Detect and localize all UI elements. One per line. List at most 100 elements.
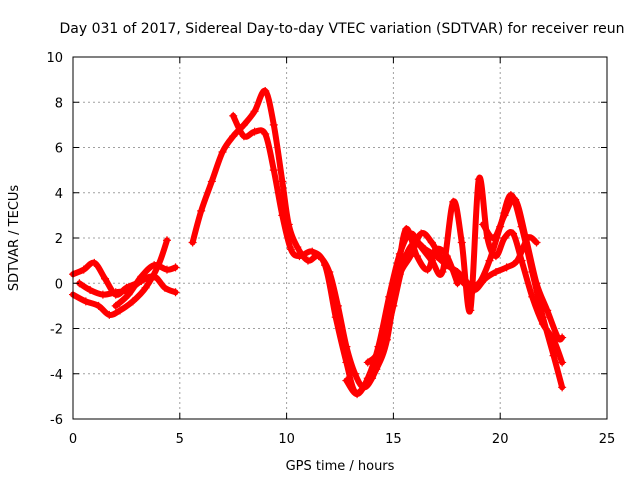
series-satellite-pass-i <box>479 195 567 343</box>
y-tick-label: -6 <box>50 413 63 428</box>
data-point-marker <box>350 369 359 378</box>
data-point-marker <box>239 132 248 141</box>
data-point-marker <box>543 306 552 315</box>
data-point-marker <box>528 292 537 301</box>
data-point-marker <box>250 127 259 136</box>
data-point-marker <box>502 263 511 272</box>
data-point-marker <box>491 252 500 261</box>
data-point-marker <box>261 86 270 95</box>
data-point-marker <box>395 249 404 258</box>
data-point-marker <box>94 301 103 310</box>
y-tick-label: 6 <box>55 142 63 157</box>
data-point-marker <box>402 224 411 233</box>
data-point-marker <box>171 263 180 272</box>
series-trace <box>343 174 566 398</box>
data-point-marker <box>353 390 362 399</box>
data-point-marker <box>218 148 227 157</box>
data-point-marker <box>115 306 124 315</box>
chart-title: Day 031 of 2017, Sidereal Day-to-day VTE… <box>59 21 624 37</box>
data-point-marker <box>286 245 295 254</box>
data-point-marker <box>229 111 238 120</box>
x-axis-label: GPS time / hours <box>286 459 395 474</box>
data-point-marker <box>295 252 304 261</box>
data-point-marker <box>385 306 394 315</box>
data-point-marker <box>90 258 99 267</box>
data-point-marker <box>207 177 216 186</box>
data-point-marker <box>417 229 426 238</box>
data-point-marker <box>449 265 458 274</box>
data-point-marker <box>511 195 520 204</box>
data-point-marker <box>197 206 206 215</box>
data-point-marker <box>269 166 278 175</box>
data-point-marker <box>500 234 509 242</box>
data-point-marker <box>474 175 483 184</box>
data-point-marker <box>558 333 567 342</box>
data-point-marker <box>457 238 466 247</box>
series-satellite-pass-d <box>111 261 180 310</box>
data-point-marker <box>150 261 159 270</box>
data-point-marker <box>427 238 436 247</box>
data-point-marker <box>481 274 490 283</box>
data-point-marker <box>449 197 458 206</box>
data-point-marker <box>229 132 238 141</box>
data-point-marker <box>558 358 567 367</box>
data-point-marker <box>111 288 120 297</box>
x-tick-label: 10 <box>278 432 295 447</box>
data-point-marker <box>171 288 180 297</box>
data-point-marker <box>162 236 171 245</box>
data-point-marker <box>406 229 415 238</box>
data-point-marker <box>489 234 498 242</box>
data-point-marker <box>395 270 404 279</box>
data-point-marker <box>160 283 169 292</box>
data-point-marker <box>128 297 137 306</box>
x-tick-label: 15 <box>385 432 402 447</box>
data-point-marker <box>538 319 547 328</box>
series-satellite-pass-h <box>363 229 541 367</box>
data-point-marker <box>363 374 372 383</box>
x-tick-label: 5 <box>176 432 184 447</box>
data-point-marker <box>137 272 146 281</box>
data-point-marker <box>303 256 312 265</box>
data-point-marker <box>417 243 426 252</box>
data-point-marker <box>438 267 447 276</box>
data-point-marker <box>188 238 197 247</box>
y-axis-label: SDTVAR / TECUs <box>7 185 22 292</box>
data-point-marker <box>239 120 248 129</box>
x-tick-label: 0 <box>69 432 77 447</box>
data-point-marker <box>162 265 171 274</box>
data-point-marker <box>549 351 558 360</box>
data-point-marker <box>342 376 351 385</box>
data-point-marker <box>250 107 259 116</box>
data-point-marker <box>111 301 120 310</box>
data-point-marker <box>101 274 110 283</box>
data-point-marker <box>141 283 150 292</box>
data-point-marker <box>342 358 351 367</box>
data-point-marker <box>150 272 159 281</box>
data-point-marker <box>261 129 270 138</box>
data-point-marker <box>98 290 107 299</box>
data-point-marker <box>532 238 541 247</box>
data-point-marker <box>86 286 95 295</box>
data-series <box>69 86 567 399</box>
data-point-marker <box>374 347 383 356</box>
data-point-marker <box>438 256 447 265</box>
data-point-marker <box>81 297 90 306</box>
data-point-marker <box>406 252 415 261</box>
data-point-marker <box>532 279 541 288</box>
data-point-marker <box>509 229 518 238</box>
data-point-marker <box>124 290 133 299</box>
data-point-marker <box>500 211 509 220</box>
data-point-marker <box>423 265 432 274</box>
data-point-marker <box>293 243 302 252</box>
data-point-marker <box>269 120 278 129</box>
y-tick-label: 8 <box>55 96 63 111</box>
data-point-marker <box>466 306 475 315</box>
y-tick-label: -4 <box>50 368 63 383</box>
data-point-marker <box>479 220 488 229</box>
data-point-marker <box>278 211 287 220</box>
data-point-marker <box>427 256 436 265</box>
data-point-marker <box>558 383 567 392</box>
y-tick-label: 10 <box>46 51 63 66</box>
axis-ticks: 0 5 10 15 20 25 -6 -4 -2 0 2 4 6 8 10 <box>46 51 615 447</box>
data-point-marker <box>459 279 468 288</box>
